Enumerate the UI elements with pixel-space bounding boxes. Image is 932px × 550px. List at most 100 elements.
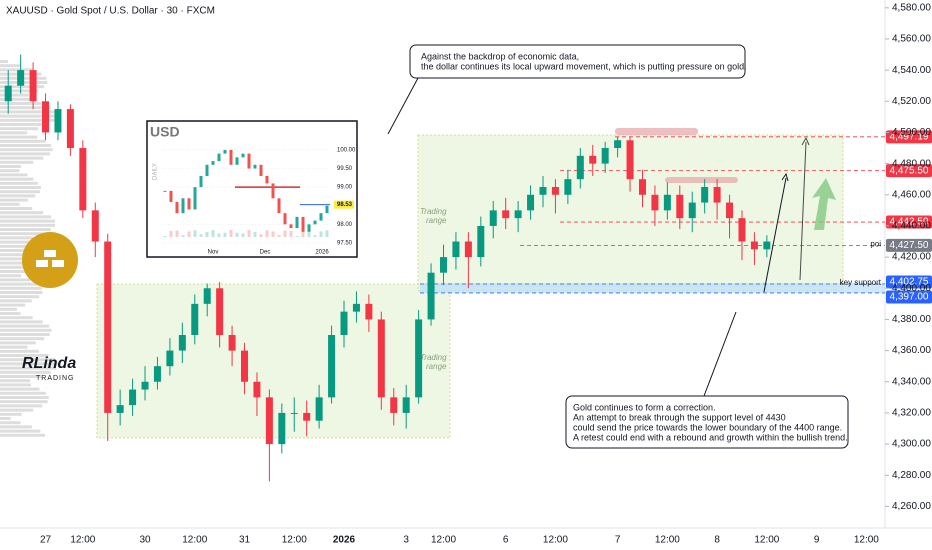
profile-bar: [0, 194, 36, 198]
profile-bar: [0, 341, 36, 345]
x-tick-label: 3: [403, 535, 409, 546]
candle-body: [54, 109, 62, 133]
annotation-text: the dollar continues its local upward mo…: [421, 61, 747, 71]
profile-bar: [0, 127, 39, 131]
candle-body: [676, 194, 684, 219]
profile-bar: [0, 299, 32, 303]
candle-body: [688, 202, 696, 219]
candle-body: [601, 148, 609, 164]
x-tick-label: 2026: [333, 535, 356, 546]
level-note: key support: [840, 278, 882, 287]
callout-pointer: [387, 77, 419, 135]
inset-frame: [146, 120, 358, 258]
annotations: Against the backdrop of economic data,th…: [421, 51, 848, 442]
range-box: [96, 283, 451, 439]
profile-bar: [0, 291, 43, 294]
inset-candle: [325, 205, 329, 214]
inset-volume: [295, 235, 299, 237]
inset-volume: [313, 235, 317, 237]
inset-chart: 100.00 99.50 99.00 98.00 97.50 98.53 Nov Dec 202…: [162, 148, 356, 256]
profile-bar: [0, 215, 52, 219]
candle-body: [29, 70, 37, 102]
candle-body: [315, 397, 323, 421]
candle-body: [377, 319, 385, 398]
x-tick-label: 27: [40, 535, 52, 546]
profile-bar: [0, 102, 42, 105]
inset-title: USD: [150, 124, 180, 140]
profile-bar: [0, 387, 40, 391]
profile-bar: [0, 412, 22, 416]
inset-candle: [169, 190, 173, 203]
inset-volume: [211, 230, 215, 237]
profile-bar: [0, 198, 28, 202]
candle-body: [514, 210, 522, 219]
profile-bar: [0, 139, 46, 143]
inset-candle: [247, 153, 251, 169]
profile-bar: [0, 362, 58, 366]
inset-volume: [307, 230, 311, 237]
candle-body: [539, 186, 547, 195]
x-tick-label: 12:00: [431, 535, 456, 546]
inset-volume: [253, 232, 257, 237]
inset-volume: [175, 230, 179, 237]
profile-bar: [0, 391, 46, 395]
y-tick-label: 4,520.00: [892, 96, 931, 107]
inset-tick-label: 98.00: [337, 222, 353, 228]
candle-body: [589, 155, 597, 164]
candle-body: [166, 350, 174, 367]
profile-bar: [0, 93, 29, 97]
inset-x-label: 2026: [315, 250, 329, 256]
y-tick-label: 4,460.00: [892, 189, 931, 200]
profile-bar: [0, 417, 11, 420]
candle-body: [141, 381, 149, 390]
inset-volume: [199, 234, 203, 237]
inset-volume: [229, 230, 233, 237]
resistance-marker: [665, 177, 738, 183]
profile-bar: [0, 123, 49, 126]
candle-body: [42, 101, 50, 133]
profile-bar: [0, 337, 45, 341]
candle-body: [116, 405, 124, 413]
profile-bar: [0, 324, 50, 328]
candle-body: [763, 241, 771, 250]
range-label: range: [426, 362, 447, 371]
y-tick-label: 4,300.00: [892, 439, 931, 450]
candle-body: [104, 241, 112, 413]
profile-bar: [0, 186, 41, 189]
profile-bar: [0, 232, 43, 236]
inset-candle: [175, 202, 179, 214]
inset-candle: [277, 198, 281, 214]
y-tick-label: 4,400.00: [892, 283, 931, 294]
profile-bar: [0, 240, 35, 244]
candle-body: [502, 210, 510, 219]
gold-bar-icon: [52, 260, 64, 267]
resistance-marker: [615, 128, 698, 135]
candle-body: [278, 412, 286, 445]
arrow: [763, 177, 787, 293]
candle-body: [452, 241, 460, 258]
candle-body: [701, 186, 709, 203]
candle-body: [527, 194, 535, 211]
profile-bar: [0, 425, 32, 429]
profile-bar: [0, 181, 38, 185]
y-tick-label: 4,360.00: [892, 345, 931, 356]
candle-body: [191, 303, 199, 336]
y-tick-label: 4,540.00: [892, 65, 931, 76]
profile-bar: [0, 429, 41, 433]
inset-tick-label: 99.00: [337, 185, 353, 191]
price-tag: [886, 164, 932, 178]
inset-level-tag: [334, 200, 354, 209]
candle-body: [415, 319, 423, 398]
x-tick-label: 12:00: [543, 535, 568, 546]
range-label: range: [426, 216, 447, 225]
profile-bar: [0, 244, 45, 248]
profile-bar: [0, 370, 51, 374]
profile-bar: [0, 148, 53, 152]
inset-volume: [271, 231, 275, 237]
inset-candle: [223, 149, 227, 154]
profile-bar: [0, 358, 56, 362]
candle-body: [265, 397, 273, 445]
annotation-text: A retest could end with a rebound and gr…: [573, 432, 848, 442]
chart-title: XAUUSD · Gold Spot / U.S. Dollar · 30 · …: [6, 6, 215, 17]
